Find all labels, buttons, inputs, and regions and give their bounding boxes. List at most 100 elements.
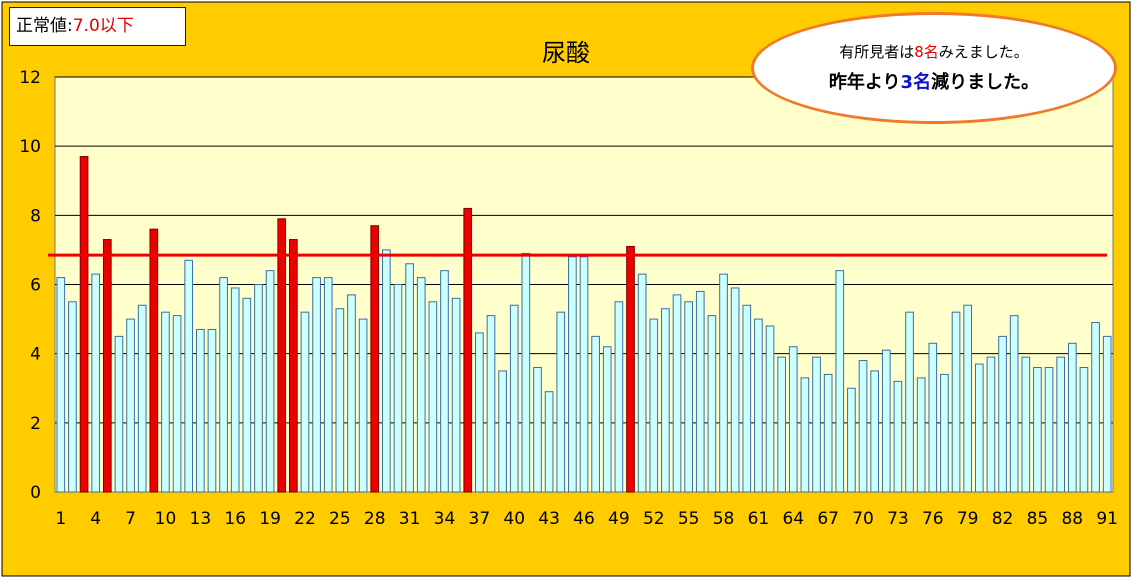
bar	[754, 318, 763, 493]
bar	[207, 328, 217, 493]
bar	[300, 311, 310, 493]
abnormal-bar	[277, 218, 287, 493]
abnormal-bar	[463, 207, 473, 493]
bar	[637, 273, 647, 493]
bar	[695, 290, 705, 493]
normal-range-label: 正常値:	[16, 16, 73, 36]
bar	[568, 256, 577, 493]
abnormal-bar	[102, 239, 112, 493]
abnormal-bar	[626, 245, 635, 493]
bar	[393, 284, 403, 493]
annotation-line-1: 有所見者は8名みえました。	[754, 41, 1114, 62]
abnormal-bar	[289, 239, 298, 493]
chart-title: 尿酸	[542, 39, 590, 67]
bar	[1079, 367, 1089, 493]
bar	[765, 325, 775, 493]
x-tick-label: 82	[992, 509, 1014, 529]
bar	[219, 277, 228, 493]
x-tick-label: 16	[224, 509, 246, 529]
bar	[928, 342, 938, 493]
x-tick-label: 31	[399, 509, 421, 529]
x-tick-label: 46	[573, 509, 595, 529]
bar	[916, 377, 926, 493]
bar	[265, 270, 275, 493]
bar	[91, 273, 101, 493]
bar	[858, 360, 868, 493]
x-tick-label: 67	[817, 509, 839, 529]
bar	[126, 318, 135, 493]
bar	[161, 311, 170, 493]
y-tick-label: 0	[30, 483, 41, 503]
bar	[823, 373, 833, 493]
bar	[405, 263, 414, 493]
bar	[998, 335, 1007, 493]
x-tick-label: 40	[503, 509, 525, 529]
bar	[881, 349, 891, 493]
bar	[475, 332, 484, 493]
bar	[533, 367, 542, 493]
bar	[591, 335, 600, 493]
bar	[730, 287, 740, 493]
annotation-line-1-count: 8名	[914, 43, 939, 61]
x-tick-label: 25	[329, 509, 351, 529]
y-tick-label: 8	[30, 206, 41, 226]
bar	[1021, 356, 1031, 493]
bar	[254, 284, 263, 493]
x-tick-label: 55	[678, 509, 700, 529]
bar	[68, 301, 77, 493]
bar	[963, 304, 973, 493]
bar	[649, 318, 659, 493]
bar	[172, 315, 182, 493]
abnormal-bar	[370, 225, 380, 493]
bar	[556, 311, 566, 493]
bar	[893, 380, 903, 493]
y-tick-label: 6	[30, 276, 41, 296]
y-tick-label: 4	[30, 345, 41, 365]
bar	[358, 318, 368, 493]
x-tick-label: 52	[643, 509, 665, 529]
x-tick-label: 91	[1096, 509, 1118, 529]
x-tick-label: 13	[190, 509, 212, 529]
bar	[847, 387, 856, 493]
bar	[1056, 356, 1066, 493]
bar	[661, 308, 670, 493]
bar	[719, 273, 728, 493]
bar	[835, 270, 845, 493]
bar	[440, 270, 449, 493]
bar	[742, 304, 752, 493]
bar	[498, 370, 507, 493]
bar	[382, 249, 391, 493]
bar	[335, 308, 345, 493]
x-tick-label: 43	[538, 509, 560, 529]
bar	[451, 297, 461, 493]
annotation-callout: 有所見者は8名みえました。 昨年より3名減りました。	[751, 12, 1117, 124]
bar	[242, 297, 252, 493]
y-tick-label: 12	[19, 68, 41, 88]
x-tick-label: 10	[155, 509, 177, 529]
bar	[707, 315, 717, 493]
annotation-line-2-count: 3名	[900, 72, 932, 93]
abnormal-bar	[79, 156, 89, 493]
bar	[184, 259, 194, 493]
x-tick-label: 88	[1061, 509, 1083, 529]
x-tick-label: 70	[852, 509, 874, 529]
x-tick-label: 34	[434, 509, 456, 529]
x-tick-label: 4	[90, 509, 101, 529]
bar	[788, 346, 798, 493]
bar	[974, 363, 984, 493]
bar	[312, 277, 321, 493]
normal-range-box: 正常値:7.0以下	[9, 7, 186, 46]
bar	[544, 391, 554, 493]
bar	[1033, 367, 1042, 493]
bar	[1044, 367, 1054, 493]
bar	[56, 277, 66, 493]
bar	[1102, 335, 1112, 493]
bar	[940, 373, 949, 493]
x-tick-label: 28	[364, 509, 386, 529]
bar	[870, 370, 879, 493]
x-tick-label: 79	[957, 509, 979, 529]
bar	[416, 277, 426, 493]
bar	[230, 287, 240, 493]
bar	[114, 335, 124, 493]
bar	[323, 277, 333, 493]
